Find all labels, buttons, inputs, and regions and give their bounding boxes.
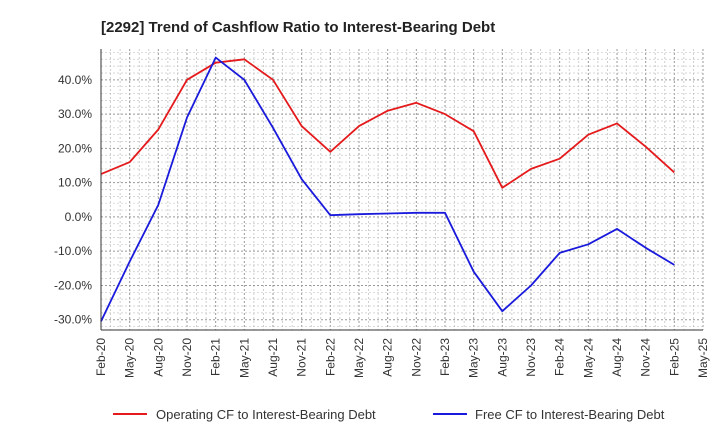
y-tick-label: -30.0% (54, 313, 92, 327)
y-axis-tick-labels: 40.0% 30.0% 20.0% 10.0% 0.0% -10.0% -20.0% -30.… (54, 73, 92, 327)
legend-label: Free CF to Interest-Bearing Debt (475, 407, 665, 422)
legend: Operating CF to Interest-Bearing Debt Fre… (113, 407, 665, 422)
chart-title: [2292] Trend of Cashflow Ratio to Intere… (101, 19, 495, 36)
x-tick-label: Nov-24 (639, 338, 653, 377)
x-tick-label: Feb-20 (94, 338, 108, 376)
x-tick-label: Feb-22 (323, 338, 337, 376)
x-tick-label: Nov-20 (180, 338, 194, 377)
x-tick-label: May-23 (467, 338, 481, 378)
x-tick-label: May-24 (581, 338, 595, 378)
series-line-operating-cf (100, 58, 675, 189)
x-axis-tick-labels: Feb-20 May-20 Aug-20 Nov-20 Feb-21 May-21 Aug-… (94, 338, 710, 378)
x-tick-label: Aug-21 (266, 338, 280, 377)
x-tick-label: Feb-21 (209, 338, 223, 376)
x-tick-label: Nov-23 (524, 338, 538, 377)
x-tick-label: Aug-24 (610, 338, 624, 377)
y-tick-label: 30.0% (58, 107, 92, 121)
x-tick-label: May-25 (696, 338, 710, 378)
x-tick-label: Feb-24 (553, 338, 567, 376)
x-tick-label: Feb-23 (438, 338, 452, 376)
y-tick-label: -10.0% (54, 244, 92, 258)
x-tick-label: Feb-25 (667, 338, 681, 376)
y-tick-label: 0.0% (65, 210, 93, 224)
y-tick-label: 20.0% (58, 141, 92, 155)
x-tick-label: Nov-21 (295, 338, 309, 377)
y-tick-label: 10.0% (58, 176, 92, 190)
x-tick-label: May-22 (352, 338, 366, 378)
x-tick-label: May-20 (123, 338, 137, 378)
y-tick-label: 40.0% (58, 73, 92, 87)
x-tick-label: Aug-23 (495, 338, 509, 377)
series-layer (100, 56, 675, 322)
legend-label: Operating CF to Interest-Bearing Debt (156, 407, 376, 422)
series-line-free-cf (100, 56, 675, 322)
y-tick-label: -20.0% (54, 278, 92, 292)
grid-lines (100, 49, 704, 330)
axes (100, 49, 703, 331)
x-tick-label: Aug-20 (151, 338, 165, 377)
x-tick-label: Nov-22 (409, 338, 423, 377)
x-tick-label: May-21 (237, 338, 251, 378)
x-tick-label: Aug-22 (381, 338, 395, 377)
